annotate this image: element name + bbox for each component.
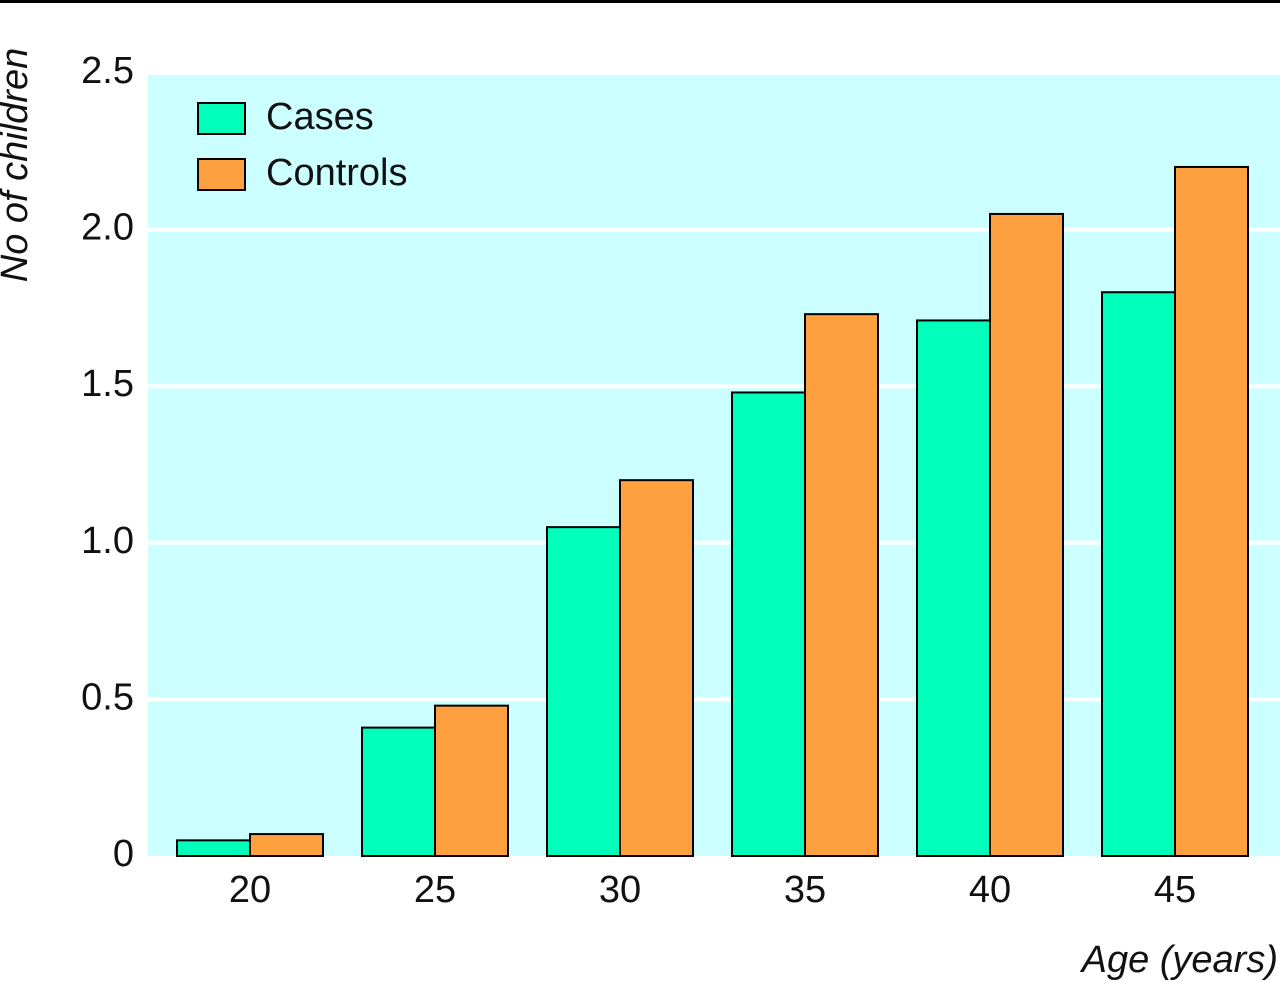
legend-label-controls: Controls bbox=[266, 152, 408, 194]
bar-cases-20 bbox=[176, 839, 251, 858]
bar-controls-20 bbox=[249, 833, 324, 857]
y-axis-title: No of children bbox=[0, 48, 36, 282]
bar-controls-25 bbox=[434, 704, 509, 857]
bar-controls-30 bbox=[619, 479, 694, 857]
legend-swatch-controls bbox=[197, 158, 246, 191]
x-tick-label: 30 bbox=[599, 869, 641, 911]
y-tick-labels: 0 0.5 1.0 1.5 2.0 2.5 bbox=[81, 50, 134, 875]
x-tick-label: 25 bbox=[414, 869, 456, 911]
x-tick-label: 40 bbox=[969, 869, 1011, 911]
bar-controls-45 bbox=[1174, 165, 1249, 857]
plot-background bbox=[148, 73, 1280, 856]
bar-controls-35 bbox=[804, 313, 879, 857]
legend-label-cases: Cases bbox=[266, 96, 374, 138]
x-tick-label: 20 bbox=[229, 869, 271, 911]
legend-swatch-cases bbox=[197, 102, 246, 135]
bar-cases-30 bbox=[546, 526, 621, 857]
x-axis-title: Age (years) bbox=[1080, 939, 1278, 981]
y-tick-label: 2.0 bbox=[81, 207, 134, 249]
bar-cases-25 bbox=[361, 726, 436, 858]
gridlines bbox=[148, 71, 1280, 702]
x-tick-labels: 20 25 30 35 40 45 bbox=[229, 869, 1196, 911]
legend: Cases Controls bbox=[197, 96, 408, 194]
y-tick-label: 2.5 bbox=[81, 50, 134, 92]
bar-cases-35 bbox=[731, 391, 806, 857]
x-tick-label: 35 bbox=[784, 869, 826, 911]
bar-controls-40 bbox=[989, 212, 1064, 857]
bar-cases-45 bbox=[1101, 291, 1176, 857]
top-border-line bbox=[0, 0, 1280, 3]
y-tick-label: 0 bbox=[113, 833, 134, 875]
x-tick-label: 45 bbox=[1154, 869, 1196, 911]
bar-cases-40 bbox=[916, 319, 991, 858]
y-tick-label: 1.0 bbox=[81, 520, 134, 562]
bars bbox=[176, 165, 1249, 858]
y-tick-label: 0.5 bbox=[81, 676, 134, 718]
y-tick-label: 1.5 bbox=[81, 363, 134, 405]
